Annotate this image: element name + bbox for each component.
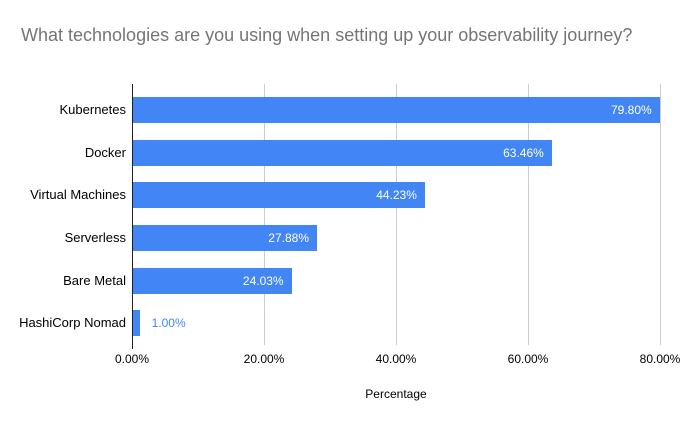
bar [133, 267, 292, 294]
chart-title: What technologies are you using when set… [21, 25, 633, 45]
value-label: 44.23% [376, 188, 417, 203]
value-label: 1.00% [151, 316, 186, 331]
x-tick-label: 0.00% [114, 352, 150, 366]
x-axis-title: Percentage [365, 387, 427, 401]
y-axis-baseline [132, 84, 133, 349]
gridline [528, 84, 529, 345]
value-label: 27.88% [268, 230, 309, 245]
x-tick-label: 60.00% [507, 352, 549, 366]
x-tick-label: 20.00% [243, 352, 285, 366]
bar [133, 310, 140, 337]
category-label: Serverless [64, 229, 126, 245]
category-label: Bare Metal [63, 272, 126, 288]
gridline [264, 84, 265, 345]
bar [133, 97, 660, 123]
category-label: Virtual Machines [30, 187, 126, 203]
value-label: 24.03% [242, 273, 284, 288]
x-tick-label: 80.00% [639, 352, 681, 366]
category-label: HashiCorp Nomad [19, 315, 126, 331]
bar [133, 224, 317, 251]
gridline [396, 84, 397, 345]
x-tick-label: 40.00% [375, 352, 417, 366]
value-label: 63.46% [503, 145, 544, 160]
gridline [660, 84, 661, 345]
category-label: Docker [84, 144, 126, 160]
bar [133, 182, 425, 209]
category-label: Kubernetes [59, 102, 127, 117]
bar [133, 139, 552, 166]
value-label: 79.80% [610, 103, 652, 117]
